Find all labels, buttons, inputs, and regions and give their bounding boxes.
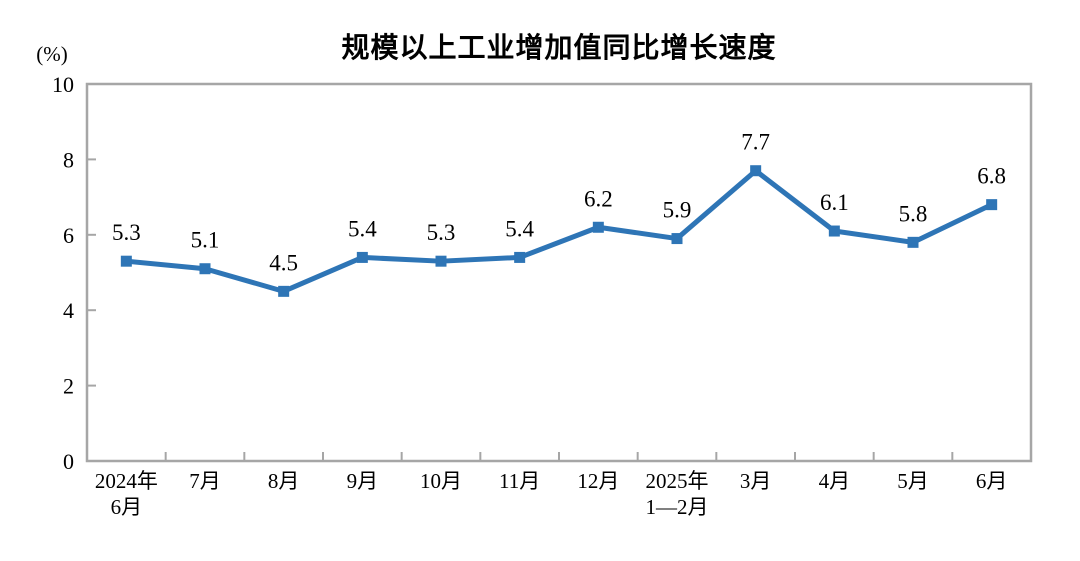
x-axis-category-label: 12月 (577, 469, 619, 493)
x-axis-category-label: 3月 (740, 469, 772, 493)
data-point-marker (828, 225, 840, 237)
y-axis-tick-label: 8 (63, 147, 74, 172)
data-point-marker (907, 236, 919, 248)
data-point-label: 5.8 (899, 201, 928, 226)
data-point-label: 5.9 (663, 198, 692, 223)
x-axis-category-label: 8月 (268, 469, 300, 493)
data-point-marker (199, 263, 211, 275)
data-point-label: 7.7 (741, 130, 770, 155)
data-point-marker (278, 285, 290, 297)
y-axis-unit-label: (%) (36, 42, 68, 66)
x-axis-category-label: 10月 (420, 469, 462, 493)
x-axis-category-label: 7月 (189, 469, 221, 493)
x-axis-category-label: 1—2月 (646, 495, 709, 519)
y-axis-tick-label: 6 (63, 223, 74, 248)
data-point-label: 5.3 (427, 220, 456, 245)
data-point-marker (592, 221, 604, 233)
series-line (123, 168, 995, 294)
data-point-label: 6.8 (977, 164, 1006, 189)
x-axis-category-label: 6月 (976, 469, 1008, 493)
x-axis-category-label: 11月 (499, 469, 540, 493)
y-axis-tick-label: 4 (63, 298, 74, 323)
data-point-label: 5.4 (505, 216, 534, 241)
y-axis-tick-label: 2 (63, 374, 74, 399)
data-point-marker (435, 255, 447, 267)
data-point-label: 6.2 (584, 186, 613, 211)
data-point-marker (356, 251, 368, 263)
x-axis-category-label: 4月 (819, 469, 851, 493)
data-point-marker (750, 165, 762, 177)
data-point-label: 5.4 (348, 216, 377, 241)
data-point-marker (120, 255, 132, 267)
chart-title: 规模以上工业增加值同比增长速度 (341, 32, 777, 63)
data-point-marker (671, 233, 683, 245)
data-point-marker (514, 251, 526, 263)
data-point-label: 6.1 (820, 190, 849, 215)
x-axis-category-label: 5月 (897, 469, 929, 493)
data-point-label: 4.5 (269, 250, 298, 275)
y-axis-tick-label: 0 (63, 449, 74, 474)
x-axis-category-label: 2024年 (95, 469, 158, 493)
data-point-marker (986, 199, 998, 211)
data-point-label: 5.3 (112, 220, 141, 245)
x-axis-category-label: 9月 (347, 469, 379, 493)
x-axis-category-label: 2025年 (646, 469, 709, 493)
x-axis-category-label: 6月 (111, 495, 143, 519)
y-axis-tick-label: 10 (52, 72, 74, 97)
data-point-label: 5.1 (191, 228, 220, 253)
plot-border (85, 82, 1033, 463)
